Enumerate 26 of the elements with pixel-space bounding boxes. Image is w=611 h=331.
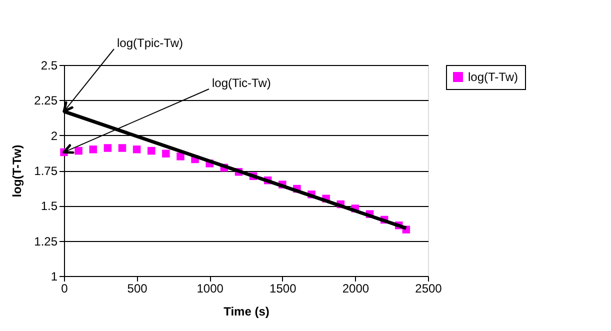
point	[74, 146, 82, 155]
point	[147, 146, 156, 155]
point	[132, 146, 141, 154]
point	[104, 144, 112, 152]
point	[162, 150, 170, 158]
x-axis-title: Time (s)	[224, 304, 270, 318]
y-tick-label: 2	[50, 128, 58, 143]
annotation: log(Tpic-Tw)	[117, 36, 184, 50]
y-axis-title: log(T-Tw)	[10, 144, 24, 198]
point	[176, 152, 184, 160]
x-tick-label: 1000	[196, 282, 224, 296]
x-tick-label: 1500	[270, 282, 297, 296]
y-tick-label: 2.25	[34, 94, 58, 108]
y-tick-label: 1.5	[40, 199, 58, 214]
y-tick-label: 2.5	[40, 58, 58, 72]
y-tick-label: 1.25	[34, 234, 58, 248]
y-tick-label: 1.75	[34, 164, 58, 178]
x-tick-label: 2000	[342, 282, 370, 296]
point	[89, 146, 97, 154]
legend-label: log(T-Tw)	[468, 70, 518, 84]
y-tick-label: 1	[50, 270, 58, 284]
annotation: log(Tic-Tw)	[212, 76, 271, 90]
x-tick-label: 500	[127, 282, 148, 296]
x-tick-label: 2500	[415, 282, 442, 296]
point	[118, 144, 126, 152]
x-tick-label: 0	[61, 282, 68, 296]
